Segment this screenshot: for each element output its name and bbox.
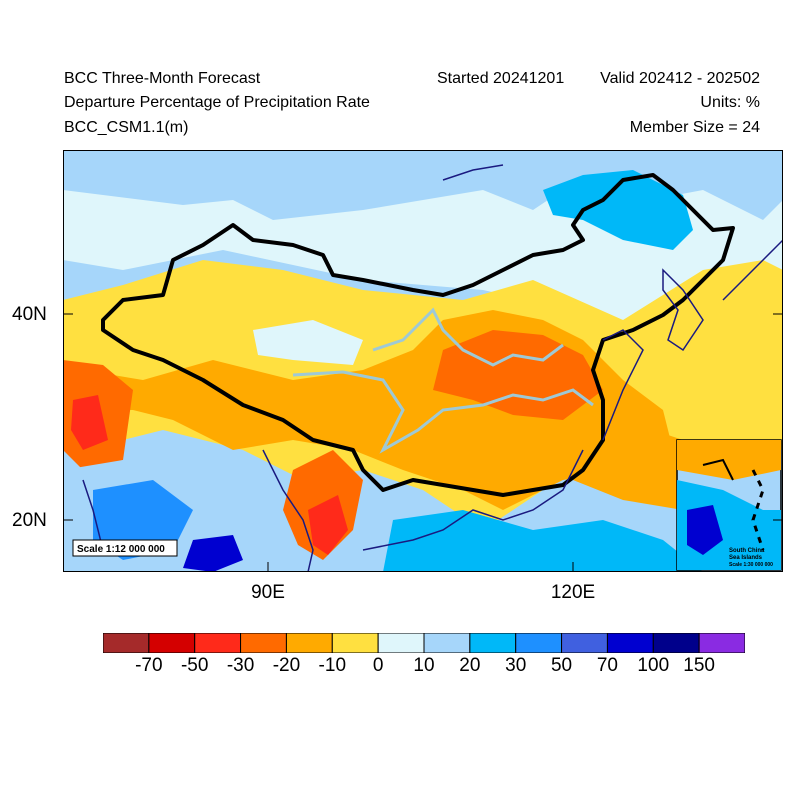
baikal-lake — [442, 164, 504, 181]
legend-tick-label: 0 — [372, 655, 384, 676]
legend-tick-label: 70 — [596, 655, 618, 676]
legend-tick-label: -20 — [272, 655, 301, 676]
legend-tick-label: 20 — [459, 655, 481, 676]
legend-swatch — [606, 633, 654, 653]
legend-swatch — [561, 633, 608, 653]
variable-title: Departure Percentage of Precipitation Ra… — [64, 94, 370, 111]
field-minus30-minus20 — [433, 330, 603, 420]
legend-tick-label: 50 — [550, 655, 573, 676]
yangtze-river — [292, 370, 594, 454]
lon-label-120e: 120E — [550, 582, 596, 603]
legend-swatch — [331, 633, 379, 653]
legend-swatch — [285, 633, 333, 653]
units-label: Units: % — [700, 94, 760, 111]
legend-tick-label: 30 — [505, 655, 527, 676]
scale-box — [72, 539, 178, 557]
scs-inset: South China Sea Islands Scale 1:30 000 0… — [676, 439, 782, 571]
member-size: Member Size = 24 — [629, 119, 760, 136]
field-minus50-west — [71, 395, 108, 450]
legend-tick-label: 150 — [683, 655, 715, 676]
legend-swatch — [423, 633, 471, 653]
color-legend — [103, 633, 745, 653]
inset-title-line1: South China — [729, 548, 765, 554]
legend-tick-label: 100 — [637, 655, 670, 676]
field-70-100-south — [183, 535, 243, 572]
inset-title-line2: Sea Islands — [729, 555, 763, 561]
inset-scale: Scale 1:30 000 000 — [729, 562, 773, 568]
precipitation-map: Scale 1:12 000 000 South China Sea Islan… — [63, 150, 783, 572]
lat-label-40n: 40N — [12, 304, 47, 325]
legend-swatch — [652, 633, 700, 653]
india-coastline — [82, 479, 104, 551]
legend-tick-label: -10 — [318, 655, 347, 676]
field-20-30-northeast — [543, 170, 693, 250]
legend-tick-label: -50 — [180, 655, 209, 676]
china-border — [101, 173, 735, 497]
map-border — [63, 150, 783, 572]
legend-swatch — [515, 633, 563, 653]
japan-coastline — [722, 239, 783, 301]
map-ticks — [63, 313, 783, 572]
valid-period: Valid 202412 - 202502 — [600, 70, 760, 87]
field-0-10-tibet — [253, 320, 363, 365]
south-coastline — [362, 449, 584, 551]
legend-tick-label: -70 — [135, 655, 163, 676]
legend-swatch — [698, 633, 745, 653]
start-date: Started 20241201 — [437, 70, 565, 87]
legend-tick-label: 10 — [413, 655, 435, 676]
myanmar-coastline — [262, 449, 314, 572]
legend-swatch — [469, 633, 517, 653]
field-20-30-scs — [383, 510, 703, 572]
legend-swatch — [194, 633, 242, 653]
lat-label-20n: 20N — [12, 510, 47, 531]
legend-swatch — [103, 633, 150, 653]
legend-swatch — [377, 633, 425, 653]
map-title: BCC Three-Month Forecast — [64, 70, 261, 87]
legend-swatch — [148, 633, 196, 653]
east-coastline — [602, 329, 644, 441]
scale-label: Scale 1:12 000 000 — [77, 544, 165, 555]
legend-tick-label: -30 — [226, 655, 255, 676]
lon-label-90e: 90E — [251, 582, 285, 603]
field-minus50-myanmar — [308, 495, 348, 555]
korea-coastline — [662, 268, 704, 352]
model-name: BCC_CSM1.1(m) — [64, 119, 189, 136]
yellow-river — [372, 307, 564, 367]
legend-swatch — [240, 633, 287, 653]
